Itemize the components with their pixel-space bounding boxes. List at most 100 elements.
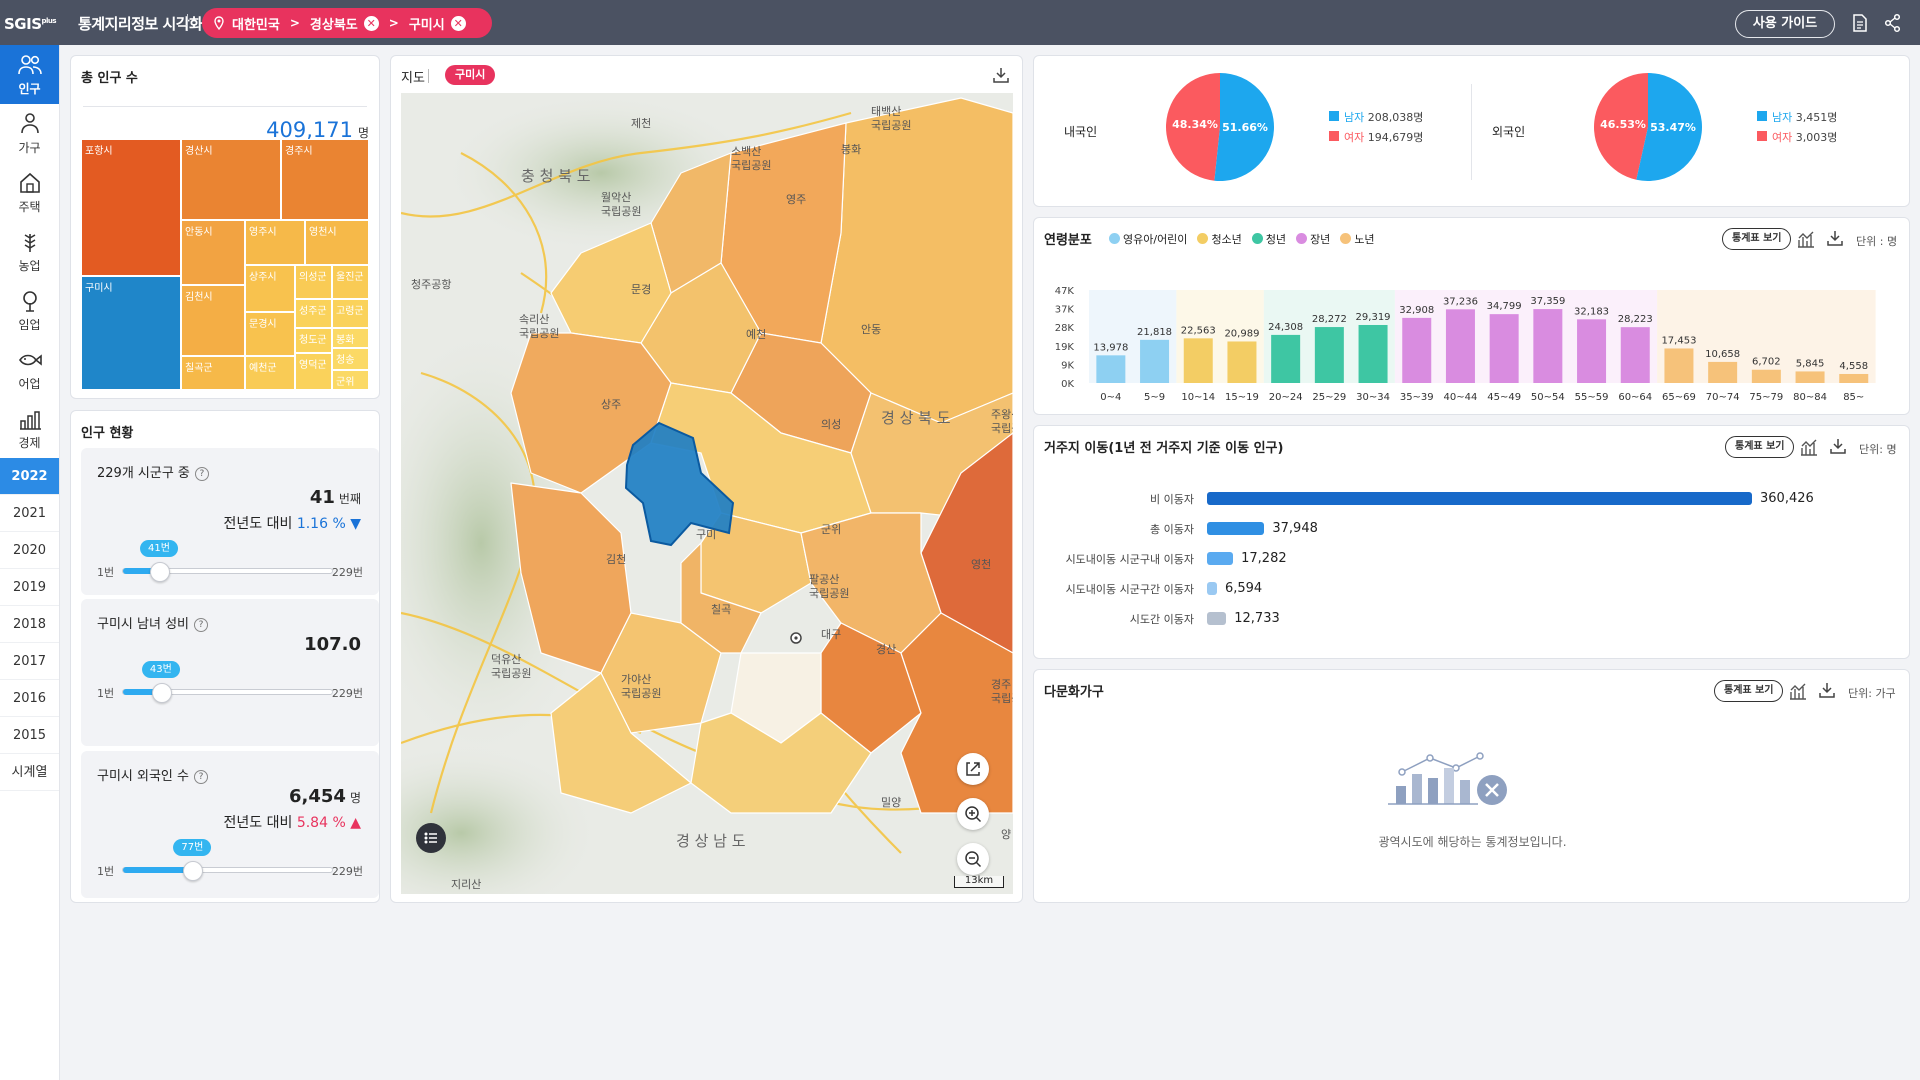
chart-toggle-icon[interactable] <box>1799 437 1819 457</box>
age-bar[interactable] <box>1533 309 1563 383</box>
sex-ratio-slider[interactable]: 1번 229번 43번 <box>97 661 363 703</box>
female-slice[interactable] <box>1166 73 1220 181</box>
treemap-cell[interactable]: 울진군 <box>332 265 369 299</box>
download-icon[interactable] <box>1826 229 1844 247</box>
age-bar[interactable] <box>1620 327 1650 383</box>
region-gumi-selected[interactable] <box>624 421 735 547</box>
legend-item[interactable]: 장년 <box>1296 231 1330 247</box>
treemap-cell[interactable]: 청송 <box>332 348 369 370</box>
chart-toggle-icon[interactable] <box>1788 681 1808 701</box>
download-icon[interactable] <box>1818 681 1836 699</box>
year-item-2020[interactable]: 2020 <box>0 532 59 569</box>
sidebar-item-household[interactable]: 가구 <box>0 104 59 163</box>
sidebar-item-housing[interactable]: 주택 <box>0 163 59 222</box>
slider-handle[interactable] <box>150 562 171 582</box>
foreign-donut[interactable]: 53.47% 46.53% <box>1592 71 1704 183</box>
user-guide-button[interactable]: 사용 가이드 <box>1735 10 1835 38</box>
zoom-out-button[interactable] <box>957 843 989 875</box>
migration-bar[interactable] <box>1207 552 1234 565</box>
treemap-cell[interactable]: 예천군 <box>245 356 295 390</box>
report-icon[interactable] <box>1850 13 1870 33</box>
treemap-cell[interactable]: 구미시 <box>81 276 181 390</box>
legend-toggle-button[interactable] <box>416 823 446 853</box>
breadcrumb-province[interactable]: 경상북도 <box>309 17 358 33</box>
year-item-2018[interactable]: 2018 <box>0 606 59 643</box>
treemap-cell[interactable]: 경주시 <box>281 139 369 220</box>
breadcrumb-city[interactable]: 구미시 <box>408 17 445 33</box>
treemap-cell[interactable]: 영덕군 <box>295 353 332 390</box>
age-bar[interactable] <box>1839 373 1869 383</box>
sgis-logo[interactable]: SGISplus <box>0 0 60 45</box>
sidebar-item-population[interactable]: 인구 <box>0 45 59 104</box>
download-icon[interactable] <box>992 66 1010 84</box>
help-icon[interactable]: ? <box>194 467 209 481</box>
legend-item[interactable]: 청년 <box>1251 231 1286 247</box>
age-bar[interactable] <box>1664 348 1694 383</box>
treemap-cell[interactable]: 봉화 <box>332 328 369 348</box>
slider-handle[interactable] <box>183 861 204 881</box>
treemap-cell[interactable]: 군위 <box>332 370 369 390</box>
migration-bar[interactable] <box>1207 582 1217 595</box>
view-table-button[interactable]: 통계표 보기 <box>1725 436 1795 458</box>
remove-province-icon[interactable]: ✕ <box>363 15 379 31</box>
treemap-cell[interactable]: 칠곡군 <box>181 356 245 390</box>
sidebar-item-forestry[interactable]: 임업 <box>0 281 59 340</box>
year-item-2016[interactable]: 2016 <box>0 680 59 717</box>
treemap-cell[interactable]: 상주시 <box>245 265 295 312</box>
map-canvas[interactable]: 제천 충 청 북 도 월악산 국립공원 소백산 국립공원 영주 태백산 국립공원 봉화 문경 예천 안동… <box>401 93 1013 894</box>
treemap-cell[interactable]: 성주군 <box>295 299 332 328</box>
age-bar[interactable] <box>1795 371 1825 383</box>
age-bar[interactable] <box>1751 369 1781 383</box>
rank-slider[interactable]: 1번 229번 41번 <box>97 540 363 582</box>
age-bar[interactable] <box>1314 327 1344 383</box>
treemap-cell[interactable]: 영천시 <box>305 220 369 265</box>
age-bar[interactable] <box>1140 339 1170 383</box>
breadcrumb-country[interactable]: 대한민국 <box>232 17 280 33</box>
treemap-cell[interactable]: 청도군 <box>295 328 332 353</box>
male-slice[interactable] <box>1636 73 1702 181</box>
treemap-cell[interactable]: 안동시 <box>181 220 245 285</box>
legend-item[interactable]: 영유아/어린이 <box>1109 231 1187 247</box>
year-item-시계열[interactable]: 시계열 <box>0 754 59 791</box>
treemap-cell[interactable]: 의성군 <box>295 265 332 299</box>
zoom-in-button[interactable] <box>957 798 989 830</box>
help-icon[interactable]: ? <box>194 618 208 632</box>
age-bar[interactable] <box>1445 309 1475 383</box>
treemap-cell[interactable]: 경산시 <box>181 139 281 220</box>
year-item-2019[interactable]: 2019 <box>0 569 59 606</box>
download-icon[interactable] <box>1829 437 1847 455</box>
region-cheongdo[interactable] <box>690 712 872 814</box>
treemap-cell[interactable]: 김천시 <box>181 285 245 356</box>
year-item-2021[interactable]: 2021 <box>0 495 59 532</box>
view-table-button[interactable]: 통계표 보기 <box>1714 680 1784 702</box>
treemap-cell[interactable]: 포항시 <box>81 139 181 276</box>
sidebar-item-fishery[interactable]: 어업 <box>0 340 59 399</box>
slider-handle[interactable] <box>151 683 172 703</box>
age-bar[interactable] <box>1271 334 1301 383</box>
year-item-2015[interactable]: 2015 <box>0 717 59 754</box>
female-slice[interactable] <box>1594 73 1648 180</box>
sidebar-item-agriculture[interactable]: 농업 <box>0 222 59 281</box>
year-item-2017[interactable]: 2017 <box>0 643 59 680</box>
age-bar[interactable] <box>1096 355 1126 383</box>
view-table-button[interactable]: 통계표 보기 <box>1722 228 1792 250</box>
treemap-cell[interactable]: 고령군 <box>332 299 369 328</box>
migration-bar[interactable] <box>1207 612 1227 625</box>
treemap-cell[interactable]: 영주시 <box>245 220 305 265</box>
year-item-2022[interactable]: 2022 <box>0 458 59 495</box>
sidebar-item-economy[interactable]: 경제 <box>0 399 59 458</box>
region-goryeong[interactable] <box>550 672 692 814</box>
migration-bar[interactable] <box>1207 522 1265 535</box>
chart-toggle-icon[interactable] <box>1796 229 1816 249</box>
male-slice[interactable] <box>1214 73 1274 181</box>
age-bar[interactable] <box>1183 338 1213 383</box>
age-bar[interactable] <box>1227 341 1257 383</box>
region-chilgok[interactable] <box>680 542 762 654</box>
share-icon[interactable] <box>1883 13 1903 33</box>
treemap-cell[interactable]: 문경시 <box>245 312 295 356</box>
remove-city-icon[interactable]: ✕ <box>450 15 466 31</box>
age-bar[interactable] <box>1358 324 1388 383</box>
migration-bar[interactable] <box>1207 492 1752 505</box>
age-bar[interactable] <box>1577 319 1607 383</box>
